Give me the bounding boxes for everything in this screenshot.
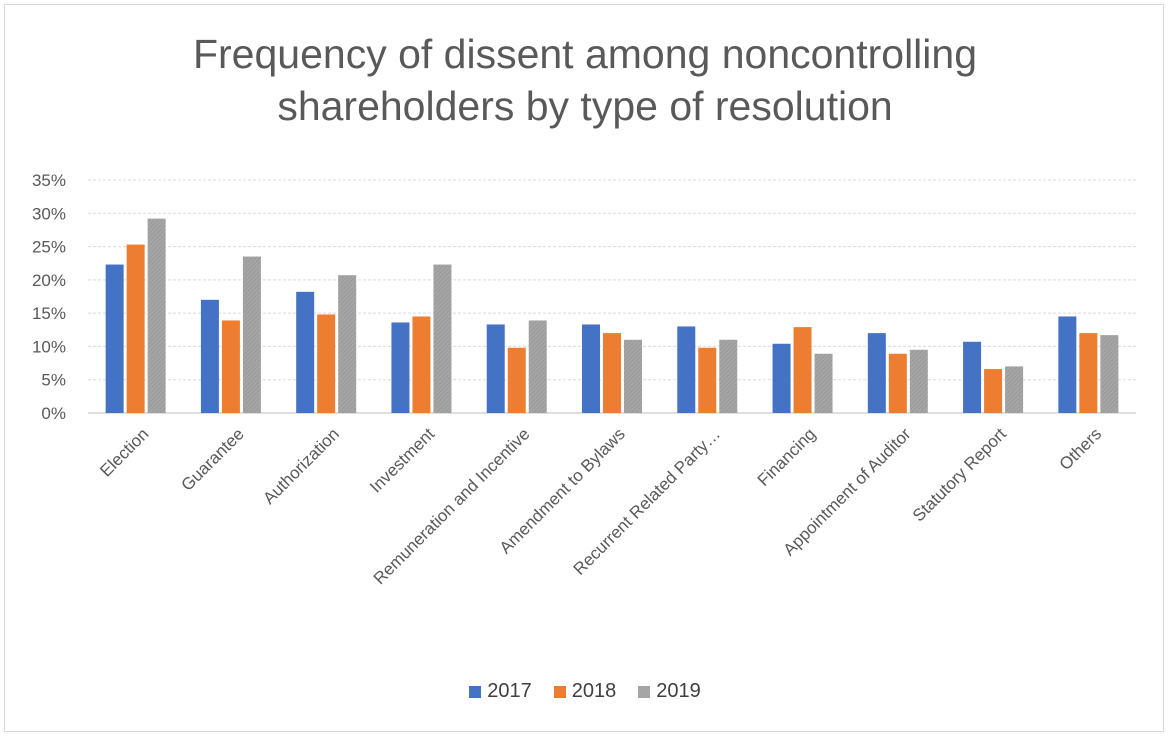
x-tick-label: Statutory Report (909, 424, 1010, 525)
bar-2019 (433, 264, 452, 413)
bar-2017 (105, 264, 124, 413)
bar-2019 (719, 339, 738, 413)
y-tick-label: 25% (32, 238, 66, 257)
bar-2019 (1005, 366, 1024, 413)
x-tick-label: Authorization (259, 424, 343, 508)
chart-title-line-2: shareholders by type of resolution (277, 83, 893, 129)
bar-2017 (582, 324, 600, 413)
bar-2019 (624, 339, 642, 413)
y-tick-label: 30% (32, 204, 66, 223)
y-tick-label: 15% (32, 304, 66, 323)
chart-title: Frequency of dissent among noncontrollin… (0, 28, 1170, 132)
bar-2017 (1058, 316, 1077, 413)
legend-swatch-2019 (638, 685, 651, 698)
bar-2019 (909, 349, 928, 413)
bar-2017 (677, 326, 696, 413)
x-tick-label: Guarantee (177, 424, 247, 494)
bar-2019 (147, 218, 166, 413)
x-tick-label: Election (96, 424, 152, 480)
bar-2019 (338, 275, 357, 413)
legend-label-2018: 2018 (571, 680, 617, 702)
bar-2019 (1100, 335, 1119, 413)
bar-2017 (200, 299, 219, 413)
bar-2019 (242, 256, 261, 413)
y-tick-label: 5% (41, 371, 66, 390)
legend-item-2017: 2017 (469, 680, 532, 703)
x-tick-label: Investment (366, 424, 438, 496)
legend-item-2019: 2019 (638, 680, 701, 703)
bar-2018 (126, 244, 145, 413)
x-tick-label: Remuneration and Incentive (370, 424, 534, 588)
y-tick-label: 35% (32, 171, 66, 190)
bar-2019 (528, 320, 547, 413)
y-tick-label: 20% (32, 271, 66, 290)
bar-2017 (867, 333, 886, 413)
bar-2017 (391, 322, 410, 413)
bar-2017 (772, 343, 791, 413)
legend-item-2018: 2018 (553, 680, 617, 703)
x-tick-label: Others (1056, 424, 1106, 474)
bar-2018 (888, 353, 907, 413)
bar-2018 (1079, 333, 1098, 413)
bar-2018 (412, 316, 431, 413)
x-tick-label: Financing (754, 424, 820, 490)
legend-swatch-2018 (553, 685, 566, 698)
bar-2018 (507, 347, 526, 413)
bar-2018 (221, 320, 240, 413)
chart-title-line-1: Frequency of dissent among noncontrollin… (192, 31, 978, 77)
bar-2018 (317, 314, 336, 413)
bar-2017 (963, 341, 982, 413)
bar-2018 (698, 347, 717, 413)
bar-2017 (296, 291, 315, 413)
legend-swatch-2017 (469, 685, 482, 698)
chart-legend: 2017 2018 2019 (0, 680, 1170, 703)
bar-2019 (814, 353, 833, 413)
y-tick-label: 10% (32, 337, 66, 356)
legend-label-2017: 2017 (487, 680, 532, 702)
bar-2018 (603, 333, 621, 413)
y-tick-label: 0% (41, 404, 66, 423)
bar-2017 (486, 324, 505, 413)
bar-2018 (984, 369, 1003, 413)
bar-2018 (793, 327, 812, 413)
legend-label-2019: 2019 (656, 680, 701, 702)
